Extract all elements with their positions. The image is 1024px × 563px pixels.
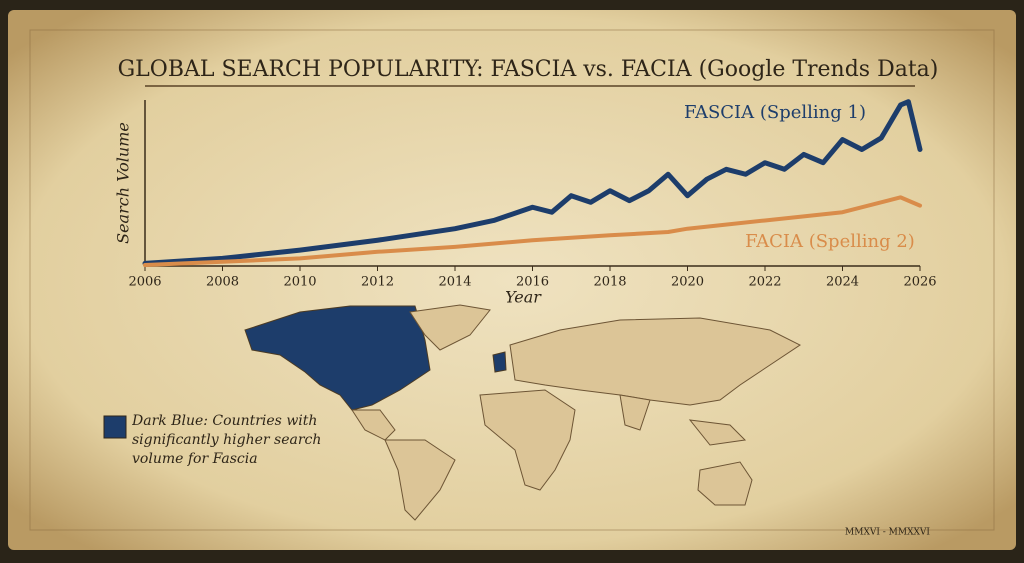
chart-title: GLOBAL SEARCH POPULARITY: FASCIA vs. FAC… (118, 57, 939, 82)
x-tick-label: 2024 (826, 275, 859, 290)
x-axis-label: Year (505, 288, 542, 307)
x-tick-label: 2018 (593, 275, 626, 290)
frame (29, 29, 995, 531)
x-tick-label: 2014 (438, 275, 471, 290)
series-label: FACIA (Spelling 2) (745, 231, 915, 252)
series-line (142, 99, 923, 266)
x-tick-label: 2016 (516, 275, 549, 290)
map-legend: Dark Blue: Countries with significantly … (132, 413, 322, 467)
x-tick-label: 2006 (128, 275, 161, 290)
x-tick-label: 2010 (283, 275, 316, 290)
footer: MMXVI - MMXXVI (845, 528, 930, 538)
series-line (143, 195, 922, 267)
map-legend-swatch (103, 415, 127, 439)
parchment (8, 10, 1016, 550)
y-axis-label: Search Volume (114, 122, 133, 244)
x-tick-label: 2012 (361, 275, 394, 290)
map-legend-text: Dark Blue: Countries with significantly … (132, 413, 322, 467)
x-tick-label: 2008 (206, 275, 239, 290)
world-map (244, 304, 801, 521)
x-tick-label: 2026 (903, 275, 936, 290)
series-label: FASCIA (Spelling 1) (684, 102, 866, 123)
x-tick-label: 2022 (748, 275, 781, 290)
x-tick-label: 2020 (671, 275, 704, 290)
